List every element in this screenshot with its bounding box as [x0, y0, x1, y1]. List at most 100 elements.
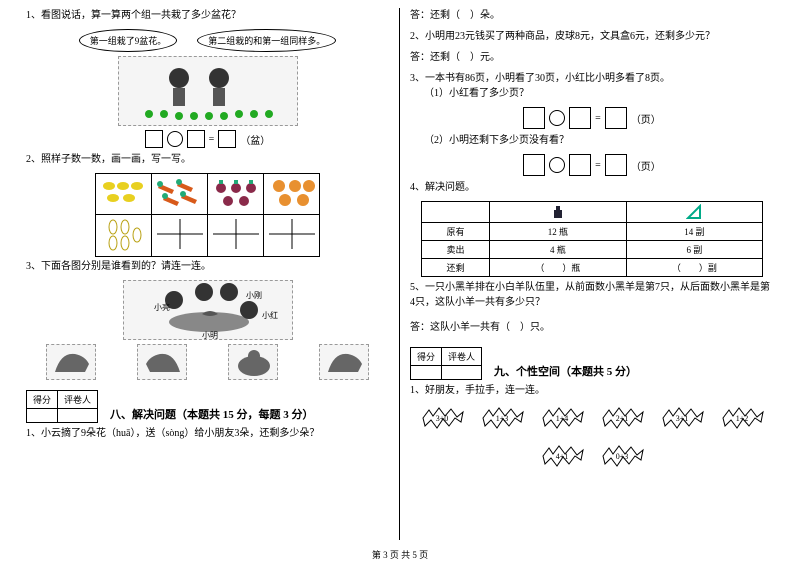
- cell-draw-4[interactable]: [264, 215, 320, 257]
- r-q5: 5、一只小黑羊排在小白羊队伍里，从前面数小黑羊是第7只，从后面数小黑羊是第4只，…: [410, 280, 774, 310]
- q3: 3、下面各图分别是谁看到的？请连一连。: [26, 259, 389, 274]
- section-8-title: 八、解决问题（本题共 15 分，每题 3 分）: [110, 406, 314, 422]
- row-0-v2: 14 副: [626, 223, 762, 241]
- row-1-v2: 6 副: [626, 241, 762, 259]
- q3-text: 下面各图分别是谁看到的？请连一连。: [41, 261, 211, 272]
- r-q5-num: 5、: [410, 282, 425, 293]
- name-3: 小明: [202, 331, 218, 340]
- th-triangle-icon: [626, 202, 762, 223]
- star-1[interactable]: 1+3: [479, 404, 525, 432]
- star-3-text: 2+1: [616, 414, 629, 423]
- page-footer: 第 3 页 共 5 页: [0, 548, 800, 561]
- operator-circle[interactable]: [167, 131, 183, 147]
- row-1-label: 卖出: [421, 241, 489, 259]
- dino-row: [26, 344, 389, 380]
- star-0-text: 3+0: [436, 414, 449, 423]
- operator-circle[interactable]: [549, 110, 565, 126]
- score-label: 得分: [27, 391, 58, 409]
- star-5-text: 1+2: [736, 414, 749, 423]
- r-q3-s2: （2）小明还剩下多少页没有看？: [410, 133, 774, 148]
- blank-box[interactable]: [605, 107, 627, 129]
- score-label: 得分: [411, 348, 442, 366]
- q1-text: 看图说话，算一算两个组一共栽了多少盆花？: [41, 10, 241, 21]
- cell-carrots: [152, 174, 208, 215]
- cell-lemons: [96, 174, 152, 215]
- star-0[interactable]: 3+0: [419, 404, 465, 432]
- stars-container: 3+0 1+3 1+4 2+1 3+1 1+2 4+1 0+3: [410, 404, 774, 470]
- row-2-label: 还剩: [421, 259, 489, 277]
- q9-1-text: 好朋友，手拉手，连一连。: [425, 385, 545, 396]
- grader-label: 评卷人: [442, 348, 482, 366]
- r-q3-num: 3、: [410, 73, 425, 84]
- blank-box[interactable]: [145, 130, 163, 148]
- q1-num: 1、: [26, 10, 41, 21]
- score-blank[interactable]: [411, 366, 442, 380]
- inventory-table: 原有12 瓶14 副 卖出4 瓶6 副 还剩（ ）瓶（ ）副: [421, 201, 763, 277]
- q8-1-num: 1、: [26, 428, 41, 439]
- grader-blank[interactable]: [58, 409, 98, 423]
- r-q2-num: 2、: [410, 31, 425, 42]
- grader-blank[interactable]: [442, 366, 482, 380]
- operator-circle[interactable]: [549, 157, 565, 173]
- r-q4: 4、解决问题。: [410, 180, 774, 195]
- r-q2: 2、小明用23元钱买了两种商品，皮球8元，文具盒6元，还剩多少元？: [410, 29, 774, 44]
- q9-1-num: 1、: [410, 385, 425, 396]
- r-q2-text: 小明用23元钱买了两种商品，皮球8元，文具盒6元，还剩多少元？: [425, 31, 715, 42]
- blank-box[interactable]: [605, 154, 627, 176]
- star-4-text: 3+1: [676, 414, 689, 423]
- children-flowers-icon: [119, 56, 297, 126]
- row-1-v1: 4 瓶: [490, 241, 626, 259]
- r-q3-eq1: = （页）: [410, 107, 774, 129]
- section-8-header: 得分评卷人 八、解决问题（本题共 15 分，每题 3 分）: [26, 384, 389, 426]
- r-q4-text: 解决问题。: [425, 182, 475, 193]
- equals-sign: =: [209, 134, 215, 145]
- score-box-8: 得分评卷人: [26, 390, 98, 423]
- dino-view-1[interactable]: [46, 344, 96, 380]
- blank-box[interactable]: [569, 154, 591, 176]
- row-0-v1: 12 瓶: [490, 223, 626, 241]
- star-7-text: 0+3: [616, 452, 629, 461]
- q2-count-table: [95, 173, 320, 257]
- cell-draw-3[interactable]: [208, 215, 264, 257]
- score-blank[interactable]: [27, 409, 58, 423]
- row-2-v2[interactable]: （ ）副: [626, 259, 762, 277]
- answer-2: 答：还剩（ ）元。: [410, 50, 774, 65]
- star-5[interactable]: 1+2: [719, 404, 765, 432]
- star-7[interactable]: 0+3: [599, 442, 645, 470]
- r-q3-s1: （1）小红看了多少页？: [410, 86, 774, 101]
- q8-1-text: 小云摘了9朵花（huā），送（sòng）给小朋友3朵，还剩多少朵？: [41, 428, 319, 439]
- q1-unit: （盆）: [240, 132, 270, 147]
- r-q5-text: 一只小黑羊排在小白羊队伍里，从前面数小黑羊是第7只，从后面数小黑羊是第4只，这队…: [410, 282, 770, 308]
- blank-box[interactable]: [569, 107, 591, 129]
- star-2[interactable]: 1+4: [539, 404, 585, 432]
- r-q3-text: 一本书有86页，小明看了30页，小红比小明多看了8页。: [425, 73, 670, 84]
- star-2-text: 1+4: [556, 414, 569, 423]
- star-4[interactable]: 3+1: [659, 404, 705, 432]
- dino-view-4[interactable]: [319, 344, 369, 380]
- score-box-9: 得分评卷人: [410, 347, 482, 380]
- dino-view-3[interactable]: [228, 344, 278, 380]
- blank-box[interactable]: [218, 130, 236, 148]
- q9-1: 1、好朋友，手拉手，连一连。: [410, 383, 774, 398]
- q2-num: 2、: [26, 154, 41, 165]
- name-1: 小亮: [154, 302, 170, 312]
- blank-box[interactable]: [523, 154, 545, 176]
- worksheet-page: 1、看图说话，算一算两个组一共栽了多少盆花？ 第一组栽了9盆花。 第二组栽的和第…: [0, 0, 800, 540]
- section-9-title: 九、个性空间（本题共 5 分）: [494, 363, 637, 379]
- section-9-header: 得分评卷人 九、个性空间（本题共 5 分）: [410, 341, 774, 383]
- grader-label: 评卷人: [58, 391, 98, 409]
- kids-table-image: 小亮 小刚 小红 小明: [123, 280, 293, 340]
- star-6[interactable]: 4+1: [539, 442, 585, 470]
- r-q3-u1: （页）: [631, 111, 661, 126]
- star-3[interactable]: 2+1: [599, 404, 645, 432]
- row-2-v1[interactable]: （ ）瓶: [490, 259, 626, 277]
- blank-box[interactable]: [523, 107, 545, 129]
- q3-num: 3、: [26, 261, 41, 272]
- dino-view-2[interactable]: [137, 344, 187, 380]
- cell-beets: [208, 174, 264, 215]
- blank-box[interactable]: [187, 130, 205, 148]
- cell-draw-1[interactable]: [96, 215, 152, 257]
- star-1-text: 1+3: [496, 414, 509, 423]
- q8-1: 1、小云摘了9朵花（huā），送（sòng）给小朋友3朵，还剩多少朵？: [26, 426, 389, 441]
- cell-draw-2[interactable]: [152, 215, 208, 257]
